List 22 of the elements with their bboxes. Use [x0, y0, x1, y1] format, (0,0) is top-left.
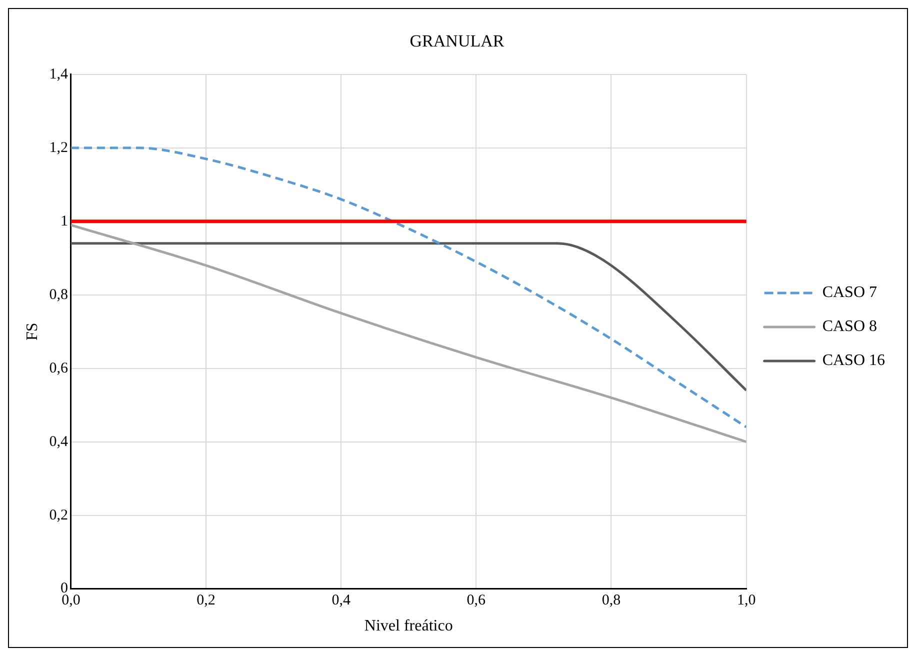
y-tick-label: 1,2 — [49, 140, 68, 156]
x-tick-label: 0,2 — [196, 592, 216, 609]
legend-label: CASO 8 — [822, 318, 878, 336]
y-tick-label: 0,4 — [49, 434, 68, 450]
x-tick-label: 0,8 — [602, 592, 621, 609]
y-tick-label: 0,6 — [49, 360, 68, 376]
x-tick-label: 1,0 — [736, 592, 756, 609]
line-series — [70, 224, 746, 444]
x-tick-label: 0,6 — [466, 592, 486, 609]
x-tick-label: 0,4 — [332, 592, 351, 609]
chart-title: GRANULAR — [410, 32, 505, 51]
x-axis-title: Nivel freático — [364, 618, 453, 635]
y-tick-label: 0,8 — [49, 286, 68, 303]
y-tick-label: 1 — [60, 213, 68, 230]
line-series — [70, 242, 746, 392]
x-tick-label: 0,0 — [62, 592, 80, 609]
y-axis-title: FS — [24, 322, 41, 340]
y-tick-label: 0,2 — [49, 507, 68, 524]
y-tick-label: 1,4 — [49, 66, 68, 82]
legend-label: CASO 16 — [822, 352, 886, 370]
legend-label: CASO 7 — [822, 284, 878, 302]
line-series — [70, 146, 746, 428]
